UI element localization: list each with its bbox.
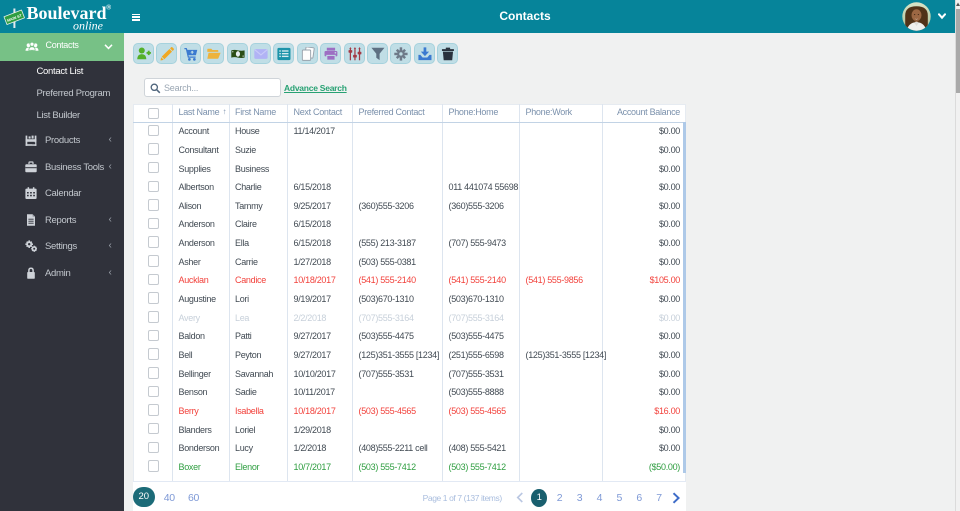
svg-text:online: online — [73, 19, 104, 33]
svg-text:Boulevard: Boulevard — [27, 3, 107, 23]
svg-text:MAIN ST: MAIN ST — [7, 13, 24, 23]
svg-text:®: ® — [106, 4, 112, 12]
